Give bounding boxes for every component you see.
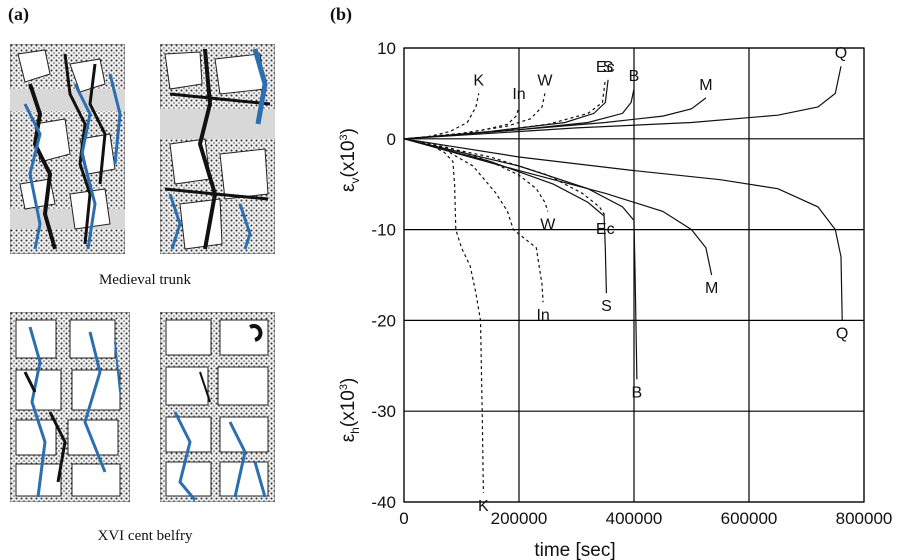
x-tick-label: 200000 [491, 509, 548, 528]
x-axis-title: time [sec] [534, 540, 615, 560]
series-Ec-v-label: Ec [596, 59, 615, 76]
series-W-v-label: W [537, 72, 553, 89]
belfry-sketch-right [160, 312, 275, 502]
x-tick-label: 800000 [836, 509, 893, 528]
y-tick-label: -40 [371, 493, 396, 512]
series-Q-v-label: Q [835, 45, 847, 62]
y-bottom-sub: h [348, 427, 362, 434]
panel-a-label: (a) [8, 4, 29, 24]
belfry-sketch-left [10, 312, 130, 502]
series-S-v-label: S [603, 59, 614, 76]
series-In-v-label: In [512, 86, 525, 103]
y-top-sup: 3 [338, 134, 350, 140]
y-axis-title-vertical-strain: εv(x103) [338, 128, 362, 192]
x-tick-label: 600000 [721, 509, 778, 528]
series-B-h-line [403, 138, 638, 380]
caption-belfry: XVI cent belfry [97, 528, 193, 544]
y-tick-label: 0 [387, 130, 396, 149]
caption-medieval-trunk: Medieval trunk [98, 272, 192, 288]
y-bottom-close: ) [338, 378, 359, 384]
y-tick-label: -10 [371, 221, 396, 240]
y-top-unit: (x10 [338, 141, 359, 178]
series-Q-h-line [403, 138, 843, 321]
y-top-sub: v [348, 177, 362, 183]
x-tick-label: 400000 [606, 509, 663, 528]
series-K-h-line [403, 138, 484, 493]
series-Q-v-line [403, 66, 842, 140]
series-M-h-line [403, 138, 713, 276]
y-tick-label: -30 [371, 402, 396, 421]
y-top-symbol: ε [338, 183, 359, 192]
series-Q-h-label: Q [836, 325, 848, 342]
series-S-h-line [403, 138, 607, 294]
x-tick-label: 0 [399, 509, 408, 528]
series-W-h-label: W [540, 216, 556, 233]
series-W-h-line [403, 138, 549, 212]
series-Ec-h-line [403, 138, 606, 217]
medieval-trunk-sketch-right [160, 44, 275, 254]
series-In-h-label: In [536, 307, 549, 324]
y-top-close: ) [338, 128, 359, 134]
series-B-v-label: B [629, 68, 640, 85]
series-M-h-label: M [705, 280, 718, 297]
series-In-h-line [403, 138, 544, 303]
y-axis-title-horizontal-strain: εh(x103) [338, 378, 362, 443]
series-K-v-label: K [473, 72, 484, 89]
y-tick-label: -20 [371, 311, 396, 330]
series-M-v-label: M [699, 77, 712, 94]
panel-b-label: (b) [330, 4, 352, 24]
series-S-v-line [403, 79, 609, 140]
series-K-v-line [403, 93, 480, 140]
medieval-trunk-sketch-left [10, 44, 125, 254]
y-tick-label: 10 [377, 39, 396, 58]
series-K-h-label: K [478, 498, 489, 515]
y-bottom-sup: 3 [338, 384, 350, 390]
y-bottom-symbol: ε [338, 433, 359, 442]
series-S-h-label: S [601, 298, 612, 315]
y-bottom-unit: (x10 [338, 390, 359, 427]
series-Ec-h-label: Ec [596, 221, 615, 238]
series-B-h-label: B [632, 384, 643, 401]
series-M-v-line [403, 97, 707, 140]
